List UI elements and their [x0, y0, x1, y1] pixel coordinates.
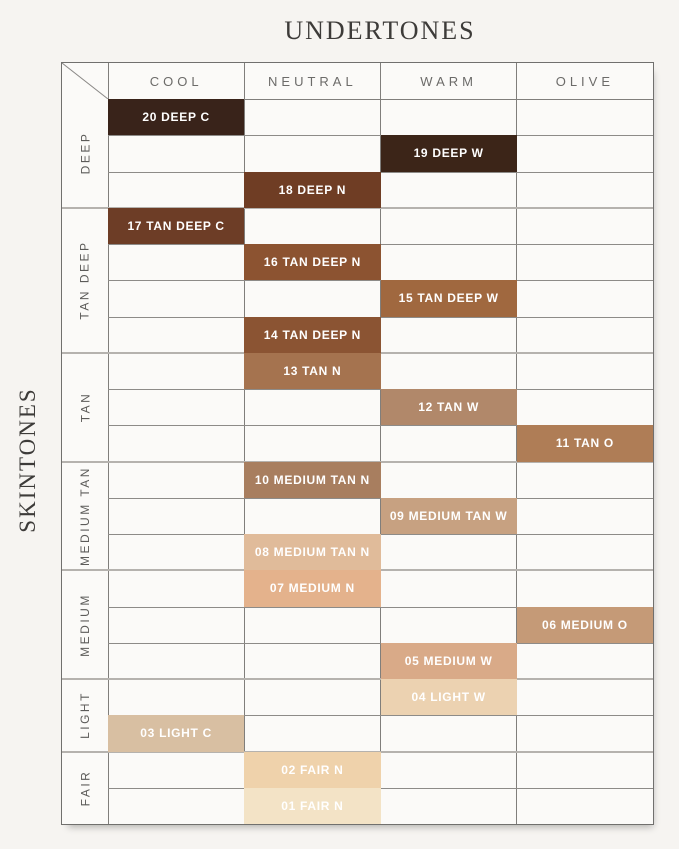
row-group-label-text: FAIR [77, 769, 92, 807]
shade-label: 08 MEDIUM TAN N [254, 545, 370, 560]
shade-cell-01-fair-n: 01 FAIR N [244, 787, 381, 824]
row-group-label-medium: MEDIUM [62, 570, 108, 679]
shade-label: 02 FAIR N [281, 762, 344, 777]
column-header-warm: WARM [420, 73, 477, 89]
row-grid-line [108, 715, 653, 717]
row-grid-line [108, 534, 653, 535]
shade-label: 17 TAN DEEP C [127, 218, 225, 233]
row-grid-line [108, 171, 653, 173]
shade-matrix-table: COOL NEUTRAL WARM OLIVE DEEP TAN DEEP TAN MEDIU… [61, 62, 654, 825]
row-group-label-text: TAN DEEP [78, 240, 92, 320]
row-grid-line [108, 787, 653, 789]
vertical-grid-line [380, 63, 381, 824]
column-header-olive: OLIVE [555, 73, 615, 89]
shade-label: 03 LIGHT C [140, 726, 212, 741]
row-group-label-deep: DEEP [62, 99, 108, 208]
undertones-axis-title: UNDERTONES [284, 16, 476, 45]
shade-cell-14-tan-deep-n: 14 TAN DEEP N [244, 316, 381, 353]
shade-cell-11-tan-o: 11 TAN O [516, 425, 653, 462]
group-boundary-line [62, 206, 653, 209]
shade-cell-06-medium-o: 06 MEDIUM O [516, 606, 653, 643]
shade-label: 10 MEDIUM TAN N [254, 472, 370, 487]
row-group-label-fair: FAIR [62, 752, 108, 825]
shade-cell-03-light-c: 03 LIGHT C [108, 715, 245, 752]
shade-label: 09 MEDIUM TAN W [389, 508, 508, 523]
shade-cell-04-light-w: 04 LIGHT W [380, 679, 517, 716]
shade-cell-12-tan-w: 12 TAN W [380, 389, 517, 426]
shade-cell-07-medium-n: 07 MEDIUM N [244, 570, 381, 607]
row-group-label-medium-tan: MEDIUM TAN [62, 462, 108, 571]
shade-cell-02-fair-n: 02 FAIR N [244, 751, 381, 788]
column-header-cool: COOL [149, 73, 203, 89]
shade-cell-13-tan-n: 13 TAN N [244, 352, 381, 389]
shade-cell-15-tan-deep-w: 15 TAN DEEP W [380, 280, 517, 317]
shade-label: 16 TAN DEEP N [263, 255, 362, 270]
shade-cell-10-medium-tan-n: 10 MEDIUM TAN N [244, 461, 381, 498]
shade-label: 07 MEDIUM N [269, 581, 355, 596]
row-group-label-tan-deep: TAN DEEP [62, 208, 108, 353]
shade-label: 06 MEDIUM O [542, 617, 628, 632]
shade-label: 05 MEDIUM W [404, 653, 493, 668]
shade-label: 14 TAN DEEP N [263, 327, 362, 342]
vertical-grid-line [243, 63, 245, 824]
shade-cell-17-tan-deep-c: 17 TAN DEEP C [108, 207, 245, 244]
shade-cell-09-medium-tan-w: 09 MEDIUM TAN W [380, 497, 517, 534]
row-grid-line [108, 606, 653, 608]
row-group-label-text: LIGHT [78, 691, 92, 740]
shade-cell-05-medium-w: 05 MEDIUM W [380, 642, 517, 679]
column-header-neutral: NEUTRAL [268, 73, 357, 89]
corner-diagonal-line [62, 63, 108, 99]
shade-cell-16-tan-deep-n: 16 TAN DEEP N [244, 244, 381, 281]
shade-label: 01 FAIR N [281, 798, 344, 813]
shade-cell-19-deep-w: 19 DEEP W [380, 135, 517, 172]
row-group-label-text: MEDIUM TAN [78, 465, 93, 566]
row-group-label-text: TAN [77, 391, 92, 423]
shade-label: 04 LIGHT W [411, 690, 486, 705]
row-group-label-tan: TAN [62, 353, 108, 462]
row-group-label-text: MEDIUM [78, 592, 93, 657]
row-grid-line [108, 244, 653, 245]
shade-label: 11 TAN O [555, 436, 614, 451]
vertical-grid-line [108, 63, 109, 824]
row-group-label-light: LIGHT [62, 679, 108, 752]
shade-label: 19 DEEP W [413, 146, 484, 161]
row-group-label-text: DEEP [78, 132, 92, 175]
shade-label: 18 DEEP N [278, 182, 347, 197]
group-boundary-line [62, 678, 653, 680]
shade-cell-20-deep-c: 20 DEEP C [108, 99, 245, 136]
row-grid-line [108, 316, 653, 318]
row-grid-line [108, 425, 653, 427]
shade-cell-18-deep-n: 18 DEEP N [244, 171, 381, 208]
shade-label: 15 TAN DEEP W [398, 291, 499, 306]
shade-label: 13 TAN N [283, 363, 342, 378]
shade-label: 20 DEEP C [142, 110, 210, 125]
shade-cell-08-medium-tan-n: 08 MEDIUM TAN N [244, 534, 381, 571]
shade-label: 12 TAN W [418, 400, 479, 415]
skintones-axis-title: SKINTONES [15, 387, 40, 533]
